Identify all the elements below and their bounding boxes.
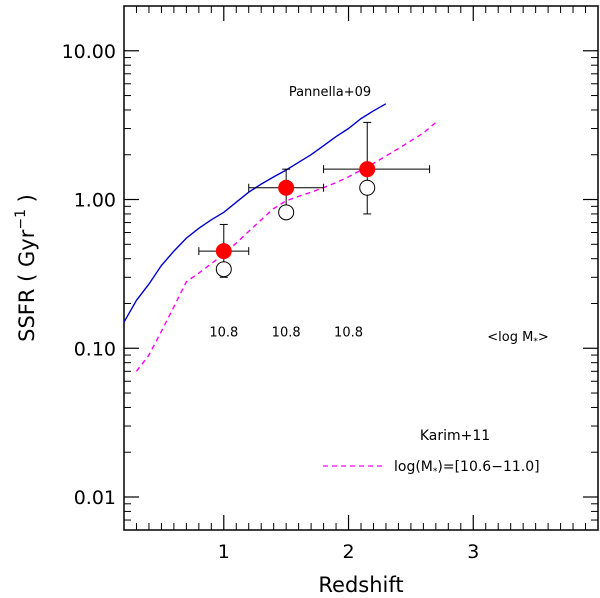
pannella-line	[123, 103, 387, 323]
mass-label: 10.8	[209, 325, 238, 340]
y-axis-label-close: )	[15, 194, 39, 209]
filled-point	[278, 179, 295, 196]
x-tick-label: 1	[218, 541, 230, 563]
legend-text-main: log(M	[394, 459, 433, 475]
y-tick-label: 10.00	[62, 41, 116, 63]
legend-text: log(M*)=[10.6−11.0]	[394, 459, 540, 477]
points-layer	[198, 121, 431, 278]
legend-text-close: )=[10.6−11.0]	[437, 459, 539, 475]
y-axis-label: SSFR ( Gyr−1 )	[13, 194, 39, 342]
mass-header-main: <log M	[487, 330, 533, 345]
x-tick-label: 2	[342, 541, 354, 563]
karim-label: Karim+11	[420, 428, 490, 444]
tick-labels: 1 2 3 0.01 0.10 1.00 10.00 10.8 10.8 10.8	[62, 41, 480, 563]
major-ticks	[124, 6, 598, 530]
mass-label: 10.8	[272, 325, 301, 340]
legend-text-sub: *	[433, 467, 438, 477]
mass-label: 10.8	[334, 325, 363, 340]
karim-line	[135, 121, 437, 372]
mass-header-close: >	[538, 330, 549, 345]
y-tick-label: 0.01	[74, 487, 116, 509]
minor-ticks	[123, 5, 598, 531]
filled-point	[359, 161, 376, 178]
y-axis-label-main: SSFR ( Gyr	[15, 229, 39, 342]
open-point	[215, 261, 232, 278]
mass-header-sub: *	[533, 337, 538, 347]
x-tick-label: 3	[467, 541, 479, 563]
y-axis-label-exponent: −1	[13, 209, 29, 230]
mass-header: <log M*>	[487, 330, 548, 347]
open-point	[278, 204, 295, 221]
open-point	[359, 179, 376, 196]
pannella-label: Pannella+09	[289, 85, 371, 100]
x-axis-label: Redshift	[318, 573, 403, 597]
filled-point	[215, 243, 232, 260]
y-tick-label: 1.00	[74, 190, 116, 212]
y-tick-label: 0.10	[74, 338, 116, 360]
